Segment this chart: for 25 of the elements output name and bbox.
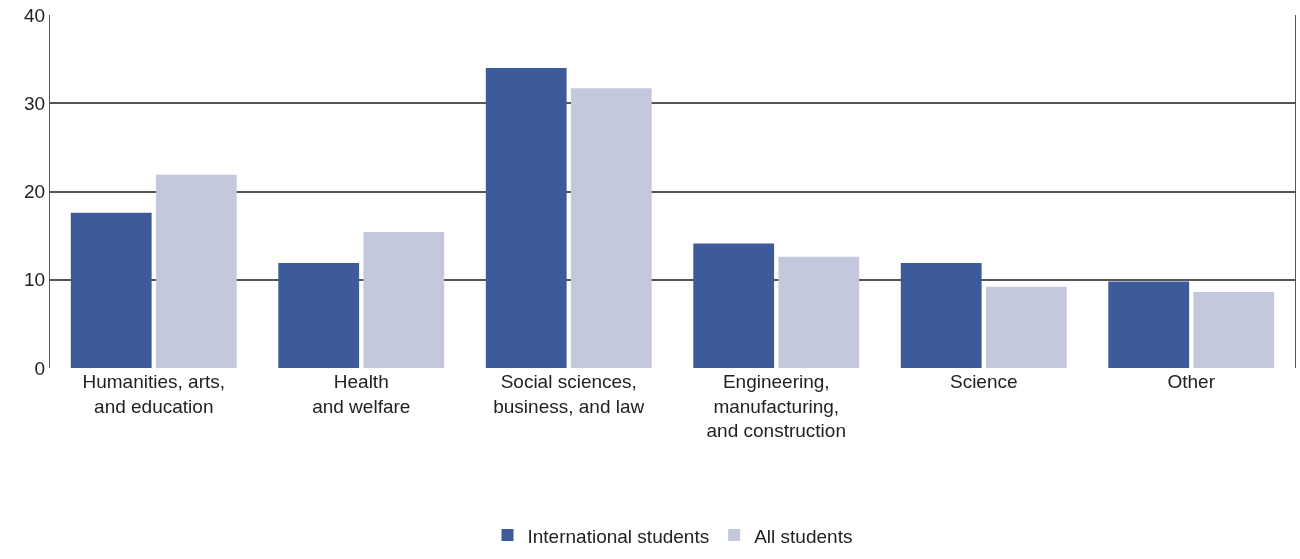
bar xyxy=(778,256,860,368)
y-tick-label: 10 xyxy=(24,269,46,291)
y-tick-label: 30 xyxy=(24,92,46,114)
x-tick-label: Other xyxy=(1167,371,1216,392)
x-tick-label: Social sciences, business, and law xyxy=(493,371,645,417)
y-tick-label: 40 xyxy=(24,4,46,26)
bar xyxy=(70,212,152,368)
bar xyxy=(1108,281,1190,368)
y-tick-label: 0 xyxy=(34,357,46,379)
legend-label: All students xyxy=(754,525,853,547)
y-tick-label: 20 xyxy=(24,181,46,203)
legend-label: International students xyxy=(527,525,710,547)
bar xyxy=(363,232,445,368)
x-tick-label: Humanities, arts, and education xyxy=(82,371,226,417)
bar xyxy=(155,174,237,368)
bar xyxy=(485,67,567,368)
bar xyxy=(985,286,1067,368)
x-tick-label: Health and welfare xyxy=(312,371,411,417)
x-tick-label: Science xyxy=(949,371,1018,392)
x-tick-label: Engineering, manufacturing, and construction xyxy=(706,371,846,442)
bar xyxy=(570,88,652,368)
bar xyxy=(900,262,982,368)
bar xyxy=(693,243,775,368)
bar xyxy=(278,262,360,368)
bar xyxy=(1193,292,1275,368)
